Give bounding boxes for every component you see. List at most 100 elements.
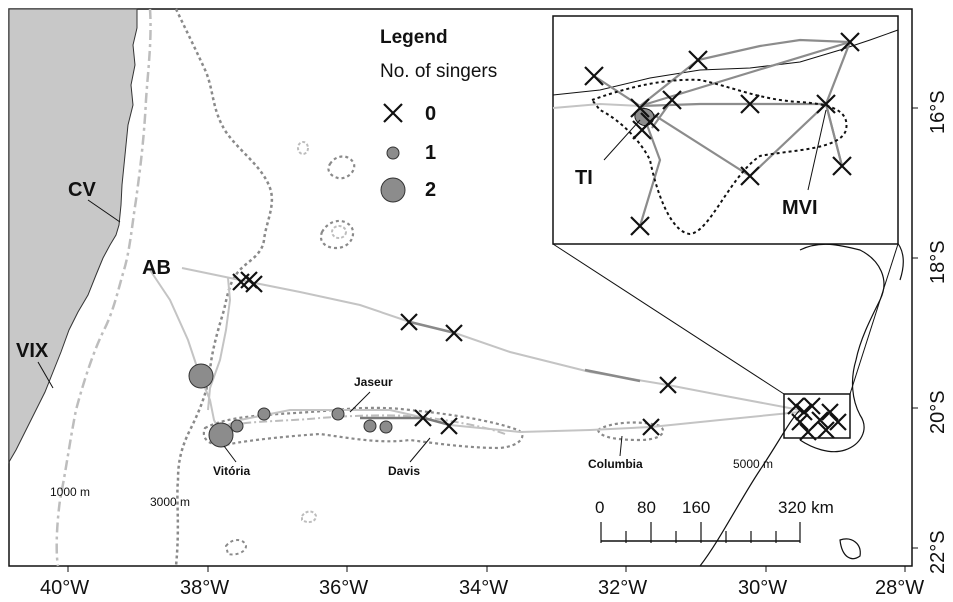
inset-railroad-line <box>552 29 899 96</box>
large-circle-icon <box>208 422 234 448</box>
label-vitoria: Vitória <box>213 464 250 478</box>
y-tick-label: 20°S <box>927 390 949 434</box>
inset-label-ti: TI <box>575 167 593 189</box>
x-axis: 40°W 38°W 36°W 34°W 32°W 30°W 28°W <box>40 566 924 599</box>
cross-icon <box>245 275 263 293</box>
cross-icon <box>795 403 813 421</box>
seamount-vitoria-dashed-inner <box>211 414 506 435</box>
cross-icon <box>445 324 463 342</box>
inset-cross-icon <box>832 156 852 176</box>
inset-light-track <box>552 102 641 109</box>
label-cv: CV <box>68 179 96 201</box>
scale-label-320: 320 km <box>778 498 834 517</box>
y-tick-label: 18°S <box>927 240 949 284</box>
cross-icon <box>642 418 660 436</box>
scale-label-160: 160 <box>682 498 710 517</box>
y-tick-label: 16°S <box>927 90 949 134</box>
label-isobath-5000m: 5000 m <box>733 457 773 471</box>
label-ab: AB <box>142 257 171 279</box>
seamount-south-2 <box>301 510 318 524</box>
inset-cross-icon <box>630 98 650 118</box>
x-tick-label: 34°W <box>459 577 508 599</box>
x-tick-label: 36°W <box>319 577 368 599</box>
label-isobath-1000m: 1000 m <box>50 485 90 499</box>
inset-connector-right <box>849 243 899 395</box>
survey-track-north-dark-segment-2 <box>584 368 641 383</box>
legend-cross-icon <box>383 103 403 123</box>
inset-dotted-contour <box>590 78 848 236</box>
y-axis: 16°S 18°S 20°S 22°S <box>912 90 949 574</box>
cross-icon <box>829 413 847 431</box>
label-davis: Davis <box>388 464 420 478</box>
legend-item-2-label: 2 <box>425 179 436 201</box>
x-tick-label: 32°W <box>598 577 647 599</box>
x-tick-label: 38°W <box>180 577 229 599</box>
inset-track-1 <box>593 38 852 167</box>
trindade-railroad <box>699 409 801 567</box>
legend: Legend No. of singers 0 1 2 <box>380 27 497 203</box>
label-isobath-3000m: 3000 m <box>150 495 190 509</box>
seamount-north-3 <box>297 141 309 155</box>
legend-title: Legend <box>380 27 448 48</box>
pointer-vix <box>37 361 54 389</box>
seamount-columbia <box>596 421 665 442</box>
pointer-vitoria <box>223 445 237 463</box>
seamount-south-1 <box>224 539 248 556</box>
inset-cross-icon <box>740 166 760 186</box>
land-mainland <box>8 8 138 464</box>
inset-cross-icon <box>632 120 652 140</box>
small-circle-icon <box>257 407 271 421</box>
pointer-cv <box>87 199 121 223</box>
x-tick-label: 28°W <box>875 577 924 599</box>
seamount-north-4 <box>331 225 347 239</box>
isobath-3000m-line <box>174 8 274 567</box>
inset-singer-markers <box>584 32 860 236</box>
inset-connector-left <box>552 243 785 395</box>
inset-cross-icon <box>840 32 860 52</box>
legend-subtitle: No. of singers <box>380 61 497 82</box>
pointer-columbia <box>619 435 623 457</box>
markers-singers <box>188 363 393 448</box>
cross-icon <box>440 417 458 435</box>
legend-small-circle-icon <box>386 146 400 160</box>
inset-locator-box <box>783 393 851 439</box>
inset-pointer-ti <box>603 119 641 161</box>
small-circle-icon <box>379 420 393 434</box>
cross-icon <box>821 403 839 421</box>
inset-cross-icon <box>816 94 836 114</box>
scale-label-80: 80 <box>637 498 656 517</box>
survey-track-coastal-north <box>207 277 232 411</box>
y-tick-label: 22°S <box>927 530 949 574</box>
cross-icon <box>817 421 835 439</box>
cross-icon <box>414 409 432 427</box>
trindade-coast-island <box>839 538 861 560</box>
pointer-jaseur <box>349 391 371 413</box>
cross-icon <box>400 313 418 331</box>
isobath-1000m-line <box>55 8 152 567</box>
x-tick-label: 30°W <box>738 577 787 599</box>
scale-label-0: 0 <box>595 498 604 517</box>
inset-cross-icon <box>662 90 682 110</box>
seamount-north-1 <box>319 219 355 250</box>
x-tick-label: 40°W <box>40 577 89 599</box>
small-circle-icon <box>230 419 244 433</box>
markers-zero-singers <box>232 271 847 441</box>
inset-cross-icon <box>584 66 604 86</box>
trindade-coast-outline <box>799 243 885 453</box>
inset-cross-icon <box>688 50 708 70</box>
survey-track-north-dark-segment <box>409 320 456 335</box>
cross-icon <box>787 397 805 415</box>
inset-cross-icon <box>740 94 760 114</box>
cross-icon <box>803 397 821 415</box>
inset-map: TI MVI <box>552 15 899 245</box>
cross-icon <box>659 376 677 394</box>
cross-icon <box>791 413 809 431</box>
label-jaseur: Jaseur <box>354 375 393 389</box>
cross-icon <box>799 423 817 441</box>
large-circle-icon <box>188 363 214 389</box>
label-columbia: Columbia <box>588 457 643 471</box>
scale-bar: 0 80 160 320 km <box>595 498 834 543</box>
pointer-davis <box>409 437 431 463</box>
legend-item-0-label: 0 <box>425 103 436 125</box>
